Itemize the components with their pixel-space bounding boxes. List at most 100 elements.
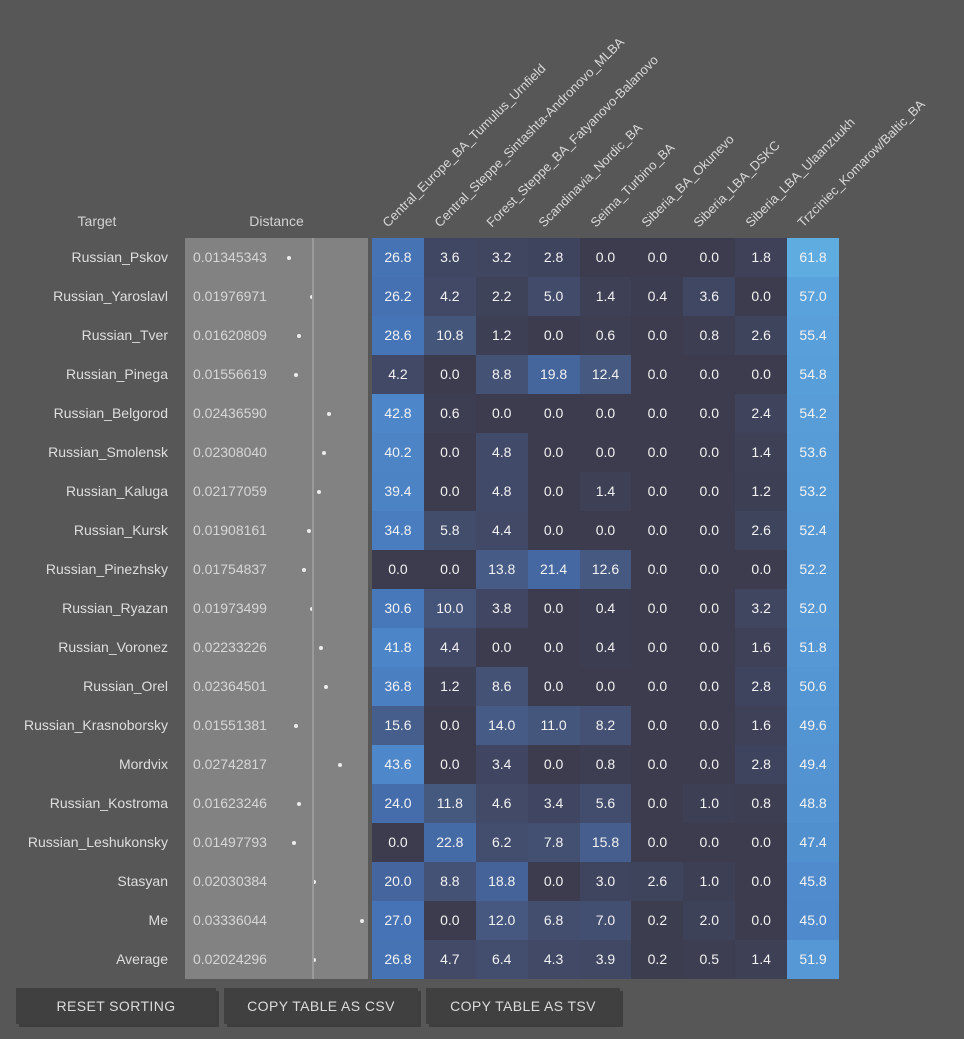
heatmap-value-cell: 4.2: [423, 277, 476, 316]
heatmap-value-cell: 0.4: [631, 277, 684, 316]
heatmap-value-cell: 0.0: [527, 745, 580, 784]
heatmap-value-cell: 26.2: [372, 277, 424, 316]
heatmap-value-cell: 43.6: [372, 745, 424, 784]
heatmap-value-cell: 0.0: [579, 667, 632, 706]
target-column-header[interactable]: Target: [77, 213, 117, 229]
distance-cell: 0.01908161: [185, 511, 368, 550]
target-population-label: Russian_Pinega: [66, 366, 168, 382]
distance-value: 0.03336044: [193, 912, 267, 928]
heatmap-value-cell: 0.0: [683, 589, 736, 628]
heatmap-value-cell: 0.0: [631, 511, 684, 550]
distance-value: 0.02024296: [193, 951, 267, 967]
heatmap-value-cell: 12.6: [579, 550, 632, 589]
heatmap-value-cell: 0.0: [579, 394, 632, 433]
heatmap-value-cell: 2.0: [683, 901, 736, 940]
heatmap-value-cell: 28.6: [372, 316, 424, 355]
heatmap-value-cell: 51.9: [787, 940, 839, 979]
distance-cell: 0.01620809: [185, 316, 368, 355]
heatmap-value-cell: 0.0: [423, 433, 476, 472]
heatmap-value-cell: 1.4: [735, 433, 788, 472]
distance-value: 0.02308040: [193, 444, 267, 460]
target-population-label: Russian_Voronez: [58, 639, 168, 655]
heatmap-value-cell: 52.4: [787, 511, 839, 550]
distance-dot-marker: [338, 762, 343, 767]
distance-cell: 0.01754837: [185, 550, 368, 589]
heatmap-value-cell: 42.8: [372, 394, 424, 433]
distance-value: 0.02030384: [193, 873, 267, 889]
heatmap-value-cell: 57.0: [787, 277, 839, 316]
column-header-rotated[interactable]: Siberia_BA_Okunevo: [638, 131, 738, 230]
heatmap-value-cell: 10.0: [423, 589, 476, 628]
target-population-label: Russian_Pskov: [71, 249, 169, 265]
distance-value: 0.02177059: [193, 483, 267, 499]
heatmap-value-cell: 0.0: [683, 433, 736, 472]
heatmap-value-cell: 0.0: [683, 550, 736, 589]
heatmap-value-cell: 1.6: [735, 628, 788, 667]
heatmap-value-cell: 4.8: [475, 433, 528, 472]
heatmap-value-cell: 1.4: [579, 277, 632, 316]
heatmap-value-cell: 0.8: [579, 745, 632, 784]
heatmap-value-cell: 0.0: [527, 589, 580, 628]
heatmap-value-cell: 61.8: [787, 238, 839, 277]
reset-sorting-button[interactable]: RESET SORTING: [16, 988, 216, 1024]
heatmap-value-cell: 0.0: [527, 667, 580, 706]
heatmap-value-cell: 0.0: [631, 745, 684, 784]
heatmap-value-cell: 0.0: [423, 706, 476, 745]
heatmap-value-cell: 0.0: [423, 550, 476, 589]
heatmap-value-cell: 5.6: [579, 784, 632, 823]
distance-cell: 0.01556619: [185, 355, 368, 394]
heatmap-value-cell: 4.2: [372, 355, 424, 394]
distance-scale-marker-line: [312, 238, 314, 979]
target-population-label: Russian_Krasnoborsky: [24, 717, 168, 733]
copy-table-as-tsv-button[interactable]: COPY TABLE AS TSV: [426, 988, 620, 1024]
button-bar: RESET SORTING COPY TABLE AS CSV COPY TAB…: [0, 988, 964, 1024]
heatmap-value-cell: 0.0: [631, 238, 684, 277]
heatmap-value-cell: 0.0: [631, 589, 684, 628]
target-population-label: Russian_Kursk: [73, 522, 168, 538]
copy-table-as-csv-button[interactable]: COPY TABLE AS CSV: [224, 988, 418, 1024]
distance-value: 0.01973499: [193, 600, 267, 616]
heatmap-value-cell: 52.2: [787, 550, 839, 589]
heatmap-value-cell: 3.0: [579, 862, 632, 901]
heatmap-value-cell: 0.0: [631, 433, 684, 472]
table-row: Russian_Belgorod 0.02436590 42.8 0.6 0.0 0.0 0…: [0, 394, 964, 433]
heatmap-value-cell: 0.0: [631, 394, 684, 433]
target-population-label: Russian_Belgorod: [53, 405, 168, 421]
column-header-rotated[interactable]: Scandinavia_Nordic_BA: [535, 120, 645, 230]
heatmap-table: Russian_Pskov 0.01345343 26.8 3.6 3.2 2.8 0.0 0…: [0, 238, 964, 979]
heatmap-value-cell: 45.0: [787, 901, 839, 940]
heatmap-value-cell: 51.8: [787, 628, 839, 667]
heatmap-value-cell: 0.0: [683, 745, 736, 784]
heatmap-value-cell: 53.2: [787, 472, 839, 511]
heatmap-value-cell: 41.8: [372, 628, 424, 667]
heatmap-value-cell: 39.4: [372, 472, 424, 511]
distance-dot-marker: [307, 528, 312, 533]
heatmap-value-cell: 6.2: [475, 823, 528, 862]
heatmap-value-cell: 0.4: [579, 589, 632, 628]
heatmap-value-cell: 55.4: [787, 316, 839, 355]
heatmap-value-cell: 0.0: [579, 511, 632, 550]
heatmap-value-cell: 0.0: [527, 511, 580, 550]
table-row: Russian_Ryazan 0.01973499 30.6 10.0 3.8 0.0 0.…: [0, 589, 964, 628]
heatmap-value-cell: 4.4: [423, 628, 476, 667]
distance-cell: 0.02233226: [185, 628, 368, 667]
heatmap-value-cell: 0.0: [423, 745, 476, 784]
heatmap-value-cell: 4.4: [475, 511, 528, 550]
column-header-rotated[interactable]: Central_Steppe_Sintashta-Andronovo_MLBA: [431, 34, 627, 230]
table-row: Russian_Kaluga 0.02177059 39.4 0.0 4.8 0.0 1.4…: [0, 472, 964, 511]
heatmap-value-cell: 27.0: [372, 901, 424, 940]
heatmap-value-cell: 0.0: [631, 823, 684, 862]
heatmap-value-cell: 11.0: [527, 706, 580, 745]
heatmap-value-cell: 1.0: [683, 862, 736, 901]
distance-column-header[interactable]: Distance: [249, 213, 304, 229]
distance-cell: 0.01976971: [185, 277, 368, 316]
heatmap-value-cell: 0.0: [683, 511, 736, 550]
heatmap-value-cell: 0.0: [475, 628, 528, 667]
heatmap-value-cell: 21.4: [527, 550, 580, 589]
heatmap-value-cell: 1.0: [683, 784, 736, 823]
table-row: Russian_Kostroma 0.01623246 24.0 11.8 4.6 3.4…: [0, 784, 964, 823]
heatmap-value-cell: 26.8: [372, 940, 424, 979]
heatmap-value-cell: 0.8: [735, 784, 788, 823]
heatmap-value-cell: 3.4: [527, 784, 580, 823]
